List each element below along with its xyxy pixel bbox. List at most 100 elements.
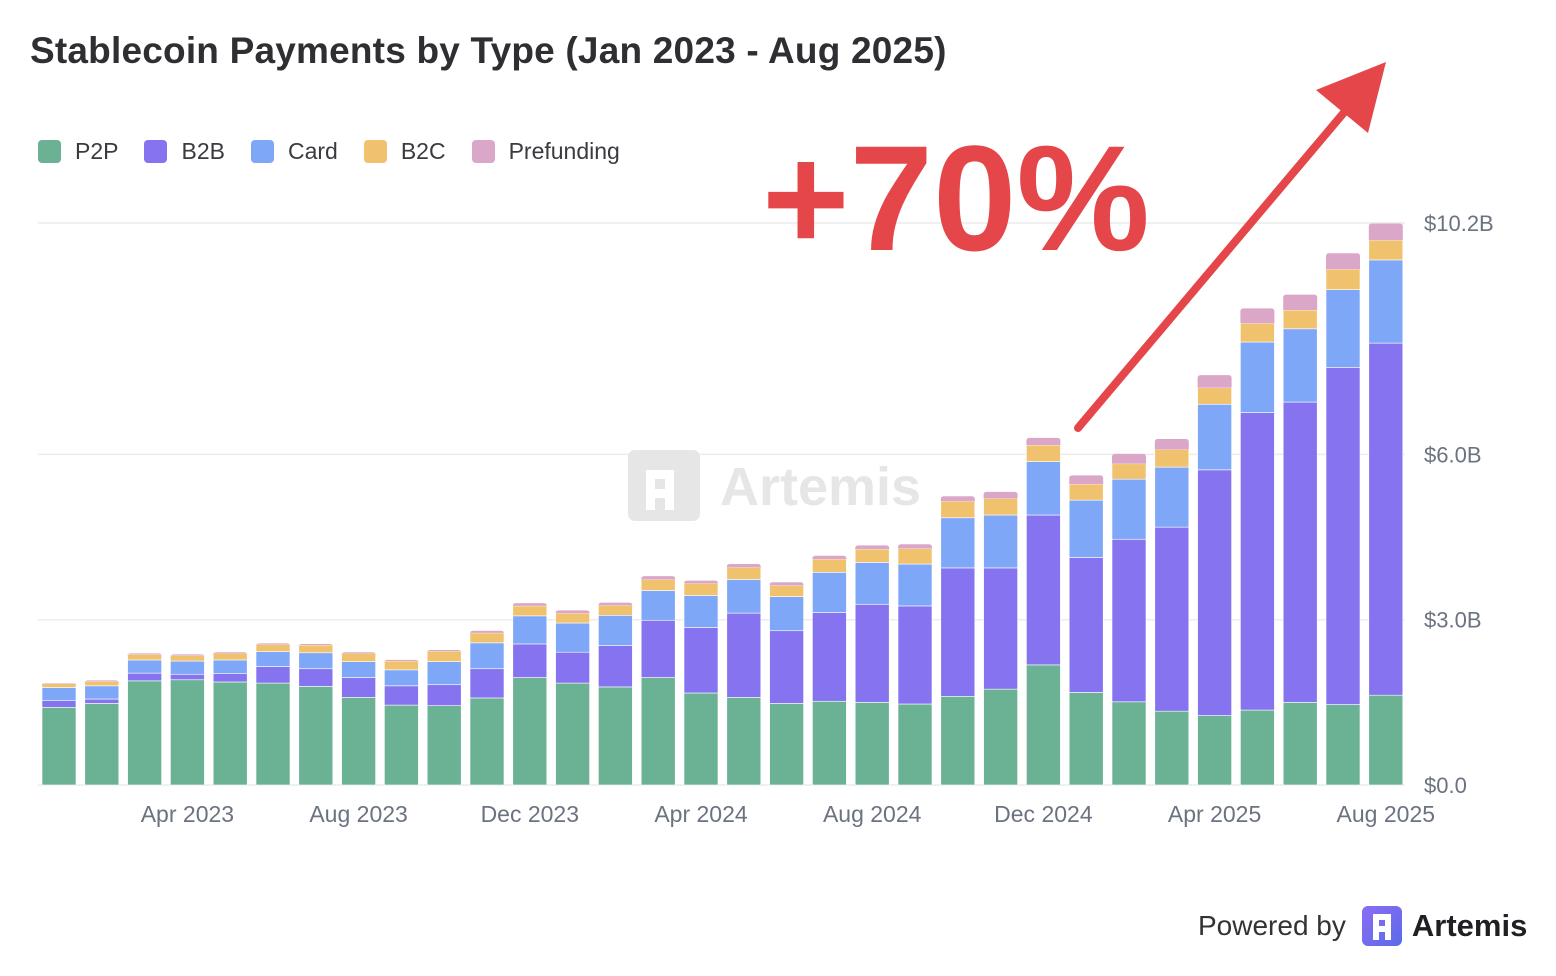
bar-segment-p2p[interactable] <box>1026 664 1061 786</box>
bar-segment-p2p[interactable] <box>255 682 291 786</box>
bar-segment-b2c[interactable] <box>598 605 633 616</box>
bar-segment-card[interactable] <box>854 562 890 605</box>
bar-segment-b2b[interactable] <box>769 630 804 704</box>
bar-segment-p2p[interactable] <box>298 686 334 786</box>
bar-segment-prefunding[interactable] <box>1326 253 1360 270</box>
bar-segment-card[interactable] <box>212 659 248 675</box>
bar-segment-p2p[interactable] <box>1154 710 1190 786</box>
bar-segment-b2b[interactable] <box>854 603 890 703</box>
bar-segment-b2c[interactable] <box>384 660 419 671</box>
bar-segment-p2p[interactable] <box>170 679 205 786</box>
bar-segment-card[interactable] <box>255 651 291 667</box>
bar-segment-b2b[interactable] <box>1240 412 1275 711</box>
bar-segment-p2p[interactable] <box>1325 704 1361 786</box>
bar-stack[interactable] <box>298 643 334 786</box>
bar-segment-p2p[interactable] <box>726 697 762 786</box>
bar-segment-prefunding[interactable] <box>512 603 547 607</box>
bar-segment-b2b[interactable] <box>298 668 334 687</box>
bar-segment-prefunding[interactable] <box>1112 453 1146 464</box>
bar-segment-b2b[interactable] <box>640 619 676 678</box>
bar-segment-b2b[interactable] <box>812 612 847 702</box>
bar-segment-b2b[interactable] <box>1325 367 1361 705</box>
bar-segment-prefunding[interactable] <box>898 544 932 549</box>
bar-segment-b2b[interactable] <box>469 668 505 699</box>
bar-stack[interactable] <box>1111 453 1147 786</box>
bar-stack[interactable] <box>1325 253 1361 786</box>
bar-stack[interactable] <box>1368 223 1404 786</box>
bar-segment-b2b[interactable] <box>726 612 762 698</box>
bar-segment-b2b[interactable] <box>255 666 291 684</box>
bar-stack[interactable] <box>1197 375 1232 786</box>
bar-stack[interactable] <box>255 643 291 786</box>
bar-segment-b2c[interactable] <box>1026 444 1061 462</box>
bar-segment-b2b[interactable] <box>1368 342 1404 696</box>
bar-segment-b2c[interactable] <box>1368 239 1404 261</box>
bar-segment-p2p[interactable] <box>1240 709 1275 786</box>
bar-segment-card[interactable] <box>1240 341 1275 413</box>
bar-segment-b2c[interactable] <box>1240 322 1275 343</box>
bar-segment-p2p[interactable] <box>640 677 676 786</box>
bar-segment-b2c[interactable] <box>41 683 77 688</box>
bar-segment-card[interactable] <box>940 517 976 569</box>
bar-segment-b2c[interactable] <box>769 585 804 597</box>
bar-segment-prefunding[interactable] <box>940 496 975 502</box>
bar-segment-b2b[interactable] <box>127 672 162 682</box>
bar-segment-card[interactable] <box>555 622 590 653</box>
bar-stack[interactable] <box>341 652 376 786</box>
bar-segment-prefunding[interactable] <box>170 654 205 658</box>
bar-segment-b2b[interactable] <box>426 684 462 706</box>
bar-segment-prefunding[interactable] <box>1069 475 1104 485</box>
bar-segment-b2c[interactable] <box>812 558 847 573</box>
bar-segment-b2b[interactable] <box>1197 469 1232 716</box>
bar-segment-b2c[interactable] <box>341 653 376 662</box>
bar-segment-card[interactable] <box>512 615 548 645</box>
bar-segment-prefunding[interactable] <box>983 491 1018 499</box>
bar-segment-prefunding[interactable] <box>812 555 847 560</box>
bar-segment-card[interactable] <box>1325 289 1361 368</box>
bar-segment-prefunding[interactable] <box>127 653 162 657</box>
bar-stack[interactable] <box>983 491 1018 786</box>
bar-segment-card[interactable] <box>897 563 933 607</box>
bar-stack[interactable] <box>1026 437 1061 786</box>
bar-segment-b2b[interactable] <box>1111 538 1147 703</box>
bar-segment-b2b[interactable] <box>212 673 248 683</box>
bar-segment-b2b[interactable] <box>1026 514 1061 666</box>
bar-segment-p2p[interactable] <box>384 704 419 786</box>
bar-segment-card[interactable] <box>983 514 1018 569</box>
bar-stack[interactable] <box>212 652 248 786</box>
bar-segment-p2p[interactable] <box>897 703 933 786</box>
bar-stack[interactable] <box>683 580 719 786</box>
bar-segment-b2c[interactable] <box>555 612 590 624</box>
bar-segment-card[interactable] <box>469 642 505 670</box>
bar-segment-b2c[interactable] <box>983 498 1018 516</box>
bar-segment-b2b[interactable] <box>897 605 933 705</box>
bar-stack[interactable] <box>598 602 633 786</box>
bar-segment-card[interactable] <box>640 590 676 621</box>
bar-stack[interactable] <box>170 654 205 786</box>
bar-segment-card[interactable] <box>598 614 633 646</box>
bar-segment-prefunding[interactable] <box>1240 308 1275 324</box>
bar-segment-b2b[interactable] <box>341 677 376 698</box>
bar-segment-b2c[interactable] <box>640 579 676 591</box>
bar-segment-prefunding[interactable] <box>598 602 633 606</box>
bar-segment-prefunding[interactable] <box>42 683 76 687</box>
bar-segment-b2b[interactable] <box>41 700 77 708</box>
bar-segment-b2c[interactable] <box>212 653 248 661</box>
bar-segment-b2c[interactable] <box>127 654 162 661</box>
bar-segment-b2b[interactable] <box>170 673 205 681</box>
bar-segment-card[interactable] <box>1368 259 1404 344</box>
bar-segment-p2p[interactable] <box>598 686 633 786</box>
bar-segment-b2b[interactable] <box>983 567 1018 690</box>
bar-segment-b2b[interactable] <box>683 627 719 694</box>
legend-item-card[interactable]: Card <box>250 138 338 165</box>
bar-segment-b2c[interactable] <box>255 644 291 652</box>
bar-segment-card[interactable] <box>298 652 334 670</box>
bar-segment-card[interactable] <box>127 659 162 674</box>
bar-segment-b2c[interactable] <box>726 567 762 580</box>
bar-segment-card[interactable] <box>1111 478 1147 540</box>
bar-segment-p2p[interactable] <box>812 700 847 786</box>
bar-segment-card[interactable] <box>1154 466 1190 528</box>
bar-segment-p2p[interactable] <box>212 681 248 786</box>
bar-segment-prefunding[interactable] <box>855 545 890 550</box>
bar-segment-p2p[interactable] <box>41 707 77 786</box>
